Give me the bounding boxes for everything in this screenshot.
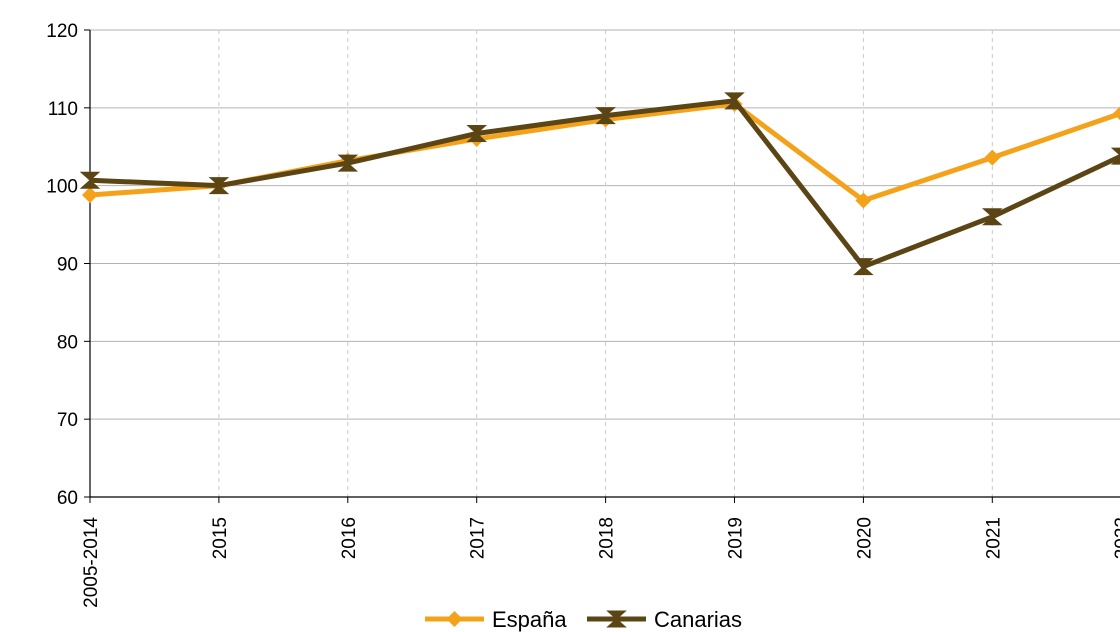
x-tick-label: 2015 [210, 517, 231, 559]
x-tick-label: 2019 [726, 517, 747, 559]
legend-marker [606, 610, 627, 628]
x-tick-label: 2021 [983, 517, 1004, 559]
legend-marker [446, 611, 463, 627]
x-tick-label: 2016 [339, 517, 360, 559]
data-point [984, 149, 1001, 166]
data-point [981, 208, 1003, 226]
data-point [724, 92, 745, 110]
x-tick-label: 2020 [854, 517, 875, 559]
x-tick-label: 2017 [468, 517, 489, 559]
data-point [82, 187, 98, 204]
y-tick-label: 80 [57, 332, 78, 353]
data-point [1113, 106, 1120, 121]
x-tick-label: 2005-2014 [81, 517, 102, 608]
axes: 60 70 80 90 100 110 120 2005-2014 2015 2016 2017 20… [46, 21, 1120, 608]
legend-item-canarias: Canarias [587, 607, 742, 632]
data-point [1110, 147, 1120, 165]
series-canarias [79, 92, 1120, 276]
grid [90, 29, 1120, 497]
legend-item-espana: España [425, 607, 567, 632]
data-point [79, 171, 101, 189]
y-tick-label: 90 [57, 255, 78, 276]
y-tick-label: 110 [48, 99, 78, 120]
data-point [337, 154, 359, 172]
data-point [853, 258, 874, 276]
x-tick-label: 2022 [1112, 517, 1120, 559]
legend-label: España [492, 607, 567, 632]
series [79, 92, 1120, 276]
legend: España Canarias [425, 607, 742, 632]
data-point [466, 125, 488, 143]
y-tick-label: 70 [57, 410, 78, 431]
y-tick-label: 120 [46, 21, 78, 42]
data-point [855, 192, 872, 209]
data-point [595, 107, 616, 125]
x-tick-label: 2018 [597, 517, 618, 559]
legend-label: Canarias [654, 607, 742, 632]
data-point [208, 177, 230, 195]
y-tick-label: 60 [57, 488, 78, 509]
y-tick-label: 100 [46, 177, 78, 198]
series-espana [82, 95, 1120, 209]
